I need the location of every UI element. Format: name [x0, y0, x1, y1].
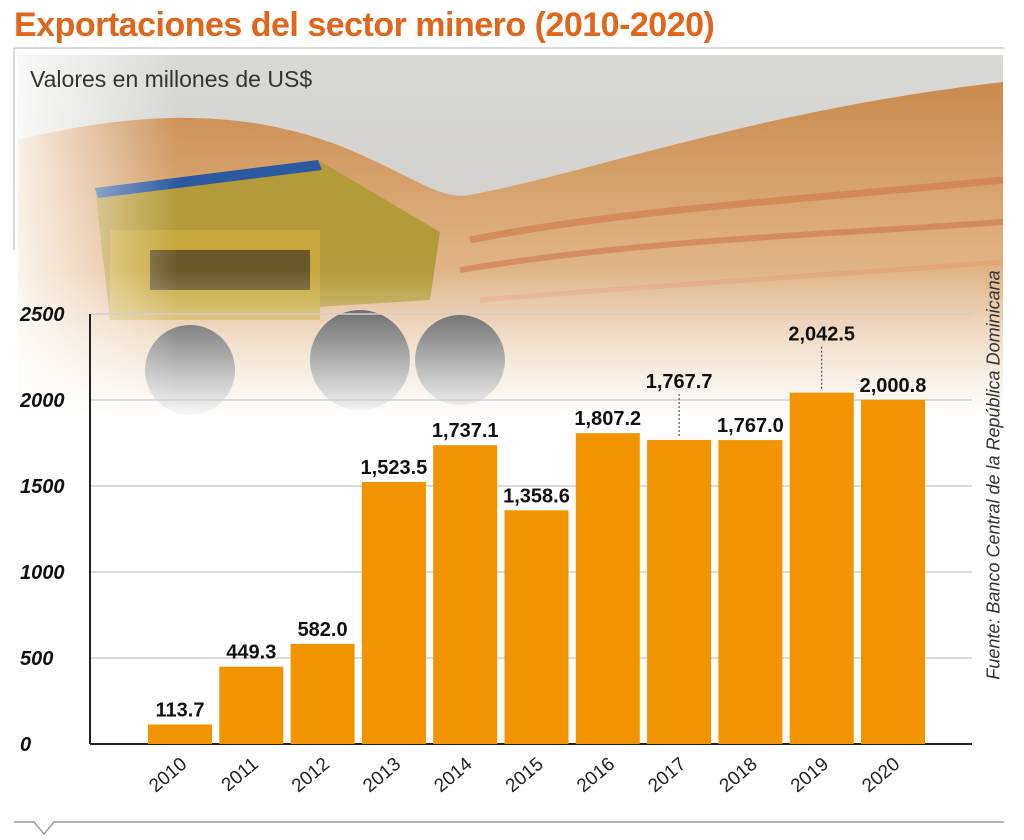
- x-tick-2010: 2010: [145, 754, 191, 797]
- data-label-2014: 1,737.1: [432, 420, 499, 442]
- x-tick-2011: 2011: [218, 754, 263, 796]
- data-label-2019: 2,042.5: [788, 324, 855, 346]
- x-tick-2015: 2015: [502, 754, 548, 797]
- y-tick-labels: 0 500 1000 1500 2000 2500: [19, 304, 65, 756]
- data-labels: 113.7 449.3 582.0 1,523.51,737.1 1,358.6 1,80…: [156, 324, 927, 722]
- data-label-2012: 582.0: [298, 619, 348, 641]
- data-label-2010: 113.7: [156, 699, 205, 721]
- x-tick-2016: 2016: [573, 754, 619, 797]
- label-leader-lines: [678, 346, 823, 438]
- y-tick-0: 0: [20, 734, 31, 756]
- bar-2012: [290, 643, 355, 744]
- y-tick-500: 500: [20, 648, 53, 670]
- bar-2019: [789, 392, 854, 744]
- x-tick-2018: 2018: [716, 754, 762, 797]
- frame-lines: [13, 47, 1004, 836]
- x-tick-2012: 2012: [288, 754, 334, 797]
- bar-2016: [575, 433, 640, 744]
- x-tick-2013: 2013: [359, 754, 405, 797]
- bar-2014: [433, 445, 498, 744]
- chart-title: Exportaciones del sector minero (2010-20…: [14, 6, 715, 44]
- bar-2017: [647, 439, 712, 744]
- data-label-2011: 449.3: [226, 642, 276, 664]
- bars: [148, 392, 925, 744]
- data-label-2016: 1,807.2: [574, 408, 641, 430]
- data-label-2018: 1,767.0: [717, 415, 784, 437]
- chart-subtitle: Valores en millones de US$: [30, 66, 313, 92]
- x-tick-2020: 2020: [858, 754, 904, 797]
- y-tick-2000: 2000: [19, 390, 65, 412]
- bar-2010: [148, 724, 212, 744]
- y-tick-1500: 1500: [20, 476, 65, 498]
- data-label-2020: 2,000.8: [860, 375, 927, 397]
- data-label-2013: 1,523.5: [361, 457, 428, 479]
- y-tick-2500: 2500: [19, 304, 65, 326]
- bar-2013: [361, 481, 426, 744]
- bar-2020: [861, 399, 925, 744]
- mining-photo: [18, 55, 1004, 420]
- y-tick-1000: 1000: [20, 562, 65, 584]
- bar-2018: [718, 440, 783, 744]
- bar-2015: [504, 510, 569, 744]
- data-label-2015: 1,358.6: [503, 485, 570, 507]
- data-label-2017: 1,767.7: [646, 371, 713, 393]
- x-tick-2019: 2019: [787, 754, 833, 797]
- x-tick-labels: 2010 2011 2012 2013 2014 2015 2016 2017 2018 2019…: [145, 753, 904, 797]
- x-tick-2017: 2017: [644, 754, 690, 797]
- source-note: Fuente: Banco Central de la República Do…: [983, 270, 1004, 680]
- bar-2011: [219, 666, 284, 744]
- x-tick-2014: 2014: [431, 753, 477, 797]
